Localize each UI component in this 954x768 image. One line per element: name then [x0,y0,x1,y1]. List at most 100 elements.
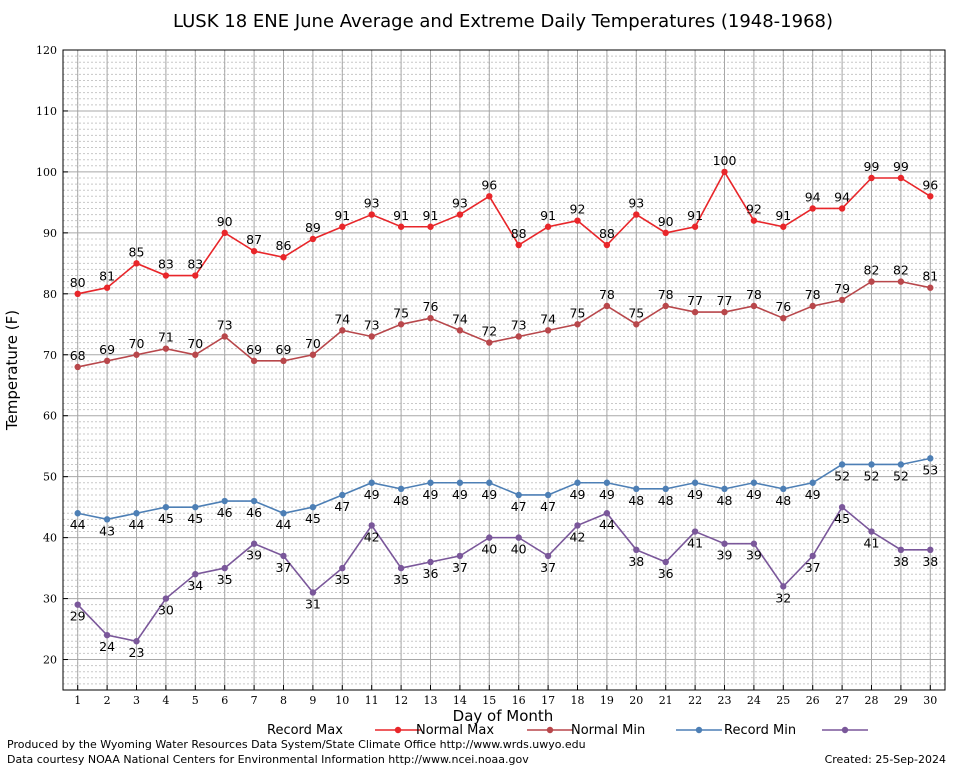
x-tick-label: 25 [776,694,790,707]
x-tick-label: 7 [251,694,258,707]
data-label: 35 [217,572,233,587]
data-point [750,217,758,224]
data-label: 53 [922,462,938,477]
legend-swatch-marker [841,726,849,734]
data-point [280,254,287,261]
data-point [309,589,317,596]
data-label: 48 [658,493,674,508]
data-label: 78 [599,287,615,302]
data-point [427,223,434,230]
data-point [133,638,140,645]
data-label: 99 [864,159,880,174]
data-label: 90 [658,214,674,229]
data-point [750,302,758,310]
legend-label: Record Max [267,723,343,738]
data-label: 49 [452,487,468,502]
data-point [133,260,140,267]
data-point [309,235,317,243]
data-point [574,522,581,529]
data-label: 47 [334,499,350,514]
data-point [515,491,522,499]
data-label: 91 [687,208,703,223]
data-label: 75 [628,305,644,320]
x-tick-label: 21 [659,694,673,707]
data-point [427,558,434,566]
data-point [662,485,669,493]
data-label: 74 [540,311,556,326]
data-label: 44 [70,517,86,532]
footer-data-courtesy: Data courtesy NOAA National Centers for … [7,753,529,766]
x-tick-label: 15 [482,694,496,707]
data-label: 93 [364,196,380,211]
data-label: 90 [217,214,233,229]
data-label: 71 [158,330,174,345]
data-point [515,534,522,541]
data-label: 45 [305,511,321,526]
x-tick-label: 8 [280,694,287,707]
data-label: 52 [893,468,909,483]
data-label: 86 [276,238,292,253]
data-label: 72 [481,324,497,339]
data-label: 82 [864,263,880,278]
data-point [162,272,170,279]
x-tick-label: 14 [453,694,467,707]
data-point [574,217,581,224]
data-point [633,546,640,554]
data-label: 46 [246,505,262,520]
data-label: 42 [570,529,586,544]
data-label: 77 [687,293,703,308]
data-point [221,564,228,572]
data-point [750,540,758,547]
data-point [133,351,140,358]
data-point [897,174,905,182]
data-label: 49 [687,487,703,502]
data-point [780,223,787,230]
x-tick-label: 30 [923,694,937,707]
data-label: 78 [746,287,762,302]
data-point [662,229,669,237]
data-label: 93 [452,196,468,211]
legend-swatch-marker [546,726,554,734]
data-label: 39 [246,548,262,563]
data-point [368,211,375,218]
data-label: 44 [599,517,615,532]
chart-title: LUSK 18 ENE June Average and Extreme Dai… [173,11,833,32]
data-label: 49 [805,487,821,502]
data-point [544,552,552,560]
x-tick-label: 5 [192,694,199,707]
data-point [603,479,611,486]
legend-label: Normal Max [416,723,494,738]
data-label: 91 [423,208,439,223]
data-point [250,247,258,255]
data-point [280,510,287,517]
data-point [74,290,81,298]
y-axis-label: Temperature (F) [3,310,21,431]
data-label: 48 [775,493,791,508]
data-point [662,302,669,310]
data-point [897,278,905,285]
data-point [691,479,699,486]
data-point [838,503,846,511]
data-point [103,284,111,291]
data-label: 85 [129,244,145,259]
data-label: 70 [305,336,321,351]
data-label: 35 [393,572,409,587]
data-label: 31 [305,596,321,611]
data-point [397,223,405,230]
data-point [250,357,258,365]
data-point [603,302,611,310]
data-label: 70 [187,336,203,351]
data-point [309,351,317,358]
data-label: 87 [246,232,262,247]
plot-frame [62,49,946,691]
x-tick-label: 17 [541,694,555,707]
data-point [221,229,228,237]
data-label: 75 [393,305,409,320]
data-label: 92 [570,202,586,217]
legend-label: Normal Min [571,723,645,738]
data-point [544,223,552,230]
data-label: 41 [864,536,880,551]
x-tick-label: 23 [718,694,732,707]
data-point [721,168,728,176]
data-point [103,516,111,523]
